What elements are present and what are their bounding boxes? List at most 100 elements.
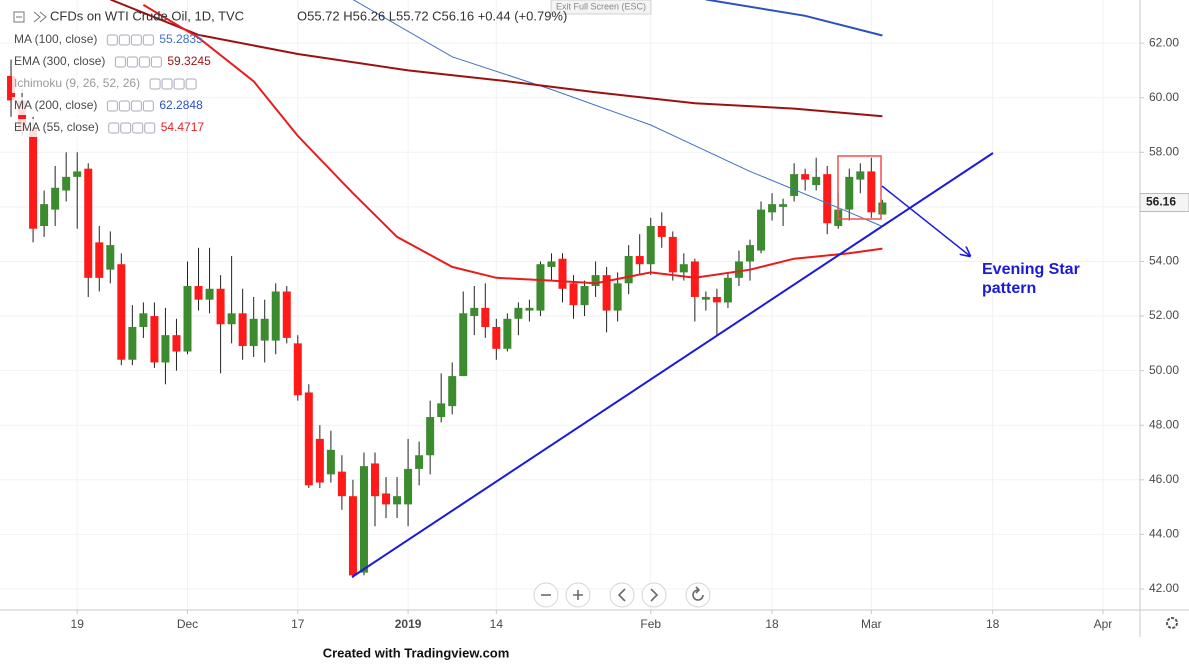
candle-body [337, 471, 346, 497]
legend-icon [126, 56, 138, 68]
x-tick-label: 14 [490, 617, 504, 631]
candle-body [525, 307, 534, 311]
legend-icon [132, 122, 144, 134]
candle-body [668, 236, 677, 273]
y-tick-label: 48.00 [1149, 417, 1179, 431]
candle-body [128, 326, 137, 360]
candle-body [547, 261, 556, 267]
settings-icon[interactable] [1166, 617, 1178, 629]
candle-body [359, 466, 368, 573]
legend-icon [130, 100, 142, 112]
candle-body [304, 392, 313, 486]
candle-body [746, 245, 754, 262]
y-tick-label: 44.00 [1149, 527, 1179, 541]
legend-value: 55.2835 [159, 32, 203, 46]
candle-body [845, 176, 854, 210]
pattern-box [837, 155, 882, 220]
candle-body [183, 286, 192, 352]
candle-body [624, 256, 633, 284]
x-tick-label: Feb [640, 617, 661, 631]
candle-body [591, 275, 600, 287]
legend-icon [106, 100, 118, 112]
legend-icon [144, 122, 156, 134]
plot-area [7, 0, 887, 579]
legend-icon [106, 34, 118, 46]
x-tick-label: 17 [291, 617, 305, 631]
candle-body [205, 288, 214, 300]
legend-icon [118, 100, 130, 112]
candle-body [558, 258, 567, 289]
candle-body [371, 463, 379, 497]
legend-icon [108, 122, 120, 134]
icon [692, 586, 704, 601]
candle-body [7, 75, 16, 101]
candle-body [62, 176, 71, 191]
y-tick-label: 52.00 [1149, 308, 1179, 322]
candle-body [426, 417, 435, 456]
annotation: Evening Star [982, 261, 1080, 278]
reset[interactable] [685, 582, 711, 608]
candle-body [701, 296, 710, 300]
candle-body [260, 318, 269, 341]
legend-name: EMA (300, close) [14, 54, 105, 68]
scroll-right[interactable] [641, 582, 667, 608]
legend-icon [142, 100, 154, 112]
candle-body [536, 264, 545, 311]
candle-body [602, 275, 611, 311]
ma-line [352, 0, 883, 227]
y-tick-label: 46.00 [1149, 472, 1179, 486]
candle-body [470, 307, 479, 317]
candle-body [382, 493, 391, 505]
candle-body [503, 318, 512, 349]
candle-body [481, 307, 490, 327]
candle-body [73, 171, 82, 177]
chart-title: CFDs on WTI Crude Oil, 1D, TVC [50, 8, 244, 23]
x-tick-label: 2019 [395, 617, 422, 631]
footer: Created with Tradingview.com [323, 645, 510, 660]
candle-body [139, 313, 148, 327]
candle-body [315, 438, 324, 483]
candle-body [393, 496, 402, 505]
candle-body [404, 468, 413, 505]
candle-body [723, 277, 732, 303]
legend-icon [114, 56, 126, 68]
candle-body [293, 343, 302, 396]
candle-body [95, 242, 104, 278]
legend-name: EMA (55, close) [14, 120, 99, 134]
legend-icon [138, 56, 150, 68]
x-tick-label: 18 [986, 617, 1000, 631]
y-tick-label: 62.00 [1149, 35, 1179, 49]
legend-value: 62.2848 [159, 98, 203, 112]
icon [573, 590, 583, 600]
candle-body [106, 245, 115, 270]
candle-body [172, 335, 181, 352]
candle-body [679, 264, 688, 273]
nav-buttons [533, 582, 711, 608]
x-tick-label: Dec [177, 617, 198, 631]
candle-body [117, 264, 126, 360]
legend-icon [118, 34, 130, 46]
candle-body [613, 283, 622, 311]
collapse-icon[interactable] [13, 11, 25, 23]
x-tick-label: 18 [765, 617, 779, 631]
candle-body [29, 127, 38, 229]
exit-label[interactable]: Exit Full Screen (ESC) [556, 1, 646, 11]
candle-body [437, 403, 446, 418]
x-tick-label: 19 [71, 617, 85, 631]
y-tick-label: 58.00 [1149, 144, 1179, 158]
candle-body [779, 204, 788, 207]
trend-line [351, 152, 994, 578]
x-tick-label: Apr [1094, 617, 1113, 631]
candle-body [492, 326, 501, 349]
y-tick-label: 50.00 [1149, 363, 1179, 377]
candle-body [459, 313, 468, 377]
legend-icon [173, 78, 185, 90]
scroll-left[interactable] [609, 582, 635, 608]
candle-body [823, 174, 832, 224]
exit-button[interactable] [550, 0, 652, 15]
legend-icon [149, 78, 161, 90]
y-tick-label: 60.00 [1149, 90, 1179, 104]
legend-icon [150, 56, 162, 68]
